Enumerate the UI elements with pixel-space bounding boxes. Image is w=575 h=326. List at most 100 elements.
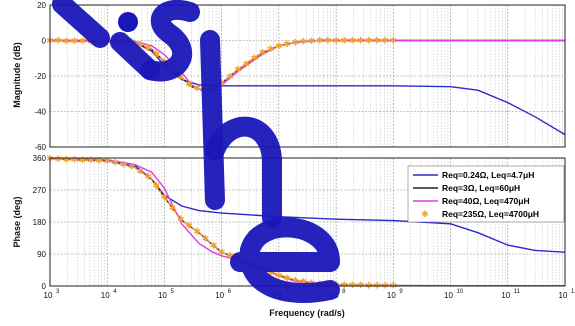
magnitude-series-4-marker: ✱ bbox=[341, 36, 349, 46]
magnitude-plot-frame bbox=[49, 4, 566, 148]
x-tick-base: 10 bbox=[387, 291, 396, 300]
magnitude-series-4-marker: ✱ bbox=[193, 83, 201, 93]
magnitude-series-4-marker: ✱ bbox=[177, 72, 185, 82]
phase-series-4-marker: ✱ bbox=[152, 181, 160, 191]
watermark-stroke-e bbox=[230, 217, 340, 303]
legend-entry-4: Req=235Ω, Leq=4700μH bbox=[442, 209, 539, 219]
magnitude-panel: ✱ ✱ ✱ ✱ ✱ ✱ ✱ ✱ ✱ ✱ ✱ ✱ ✱✱✱✱✱✱ ✱ ✱ ✱ ✱✱✱✱✱✱ ✱ ✱ ✱ ✱ ✱ ✱ ✱ ✱ ✱ ✱ ✱ ✱ ✱… bbox=[34, 1, 566, 152]
watermark-logo bbox=[52, 0, 340, 303]
x-tick-label: 10 5 bbox=[158, 289, 174, 300]
legend: Req=0.24Ω, Leq=4.7μH Req=3Ω, Leq=60μH Req=… bbox=[407, 165, 565, 223]
legend-entry-2: Req=3Ω, Leq=60μH bbox=[442, 183, 520, 193]
x-tick-base: 10 bbox=[559, 291, 568, 300]
magnitude-series-4-marker: ✱ bbox=[332, 36, 340, 46]
x-tick-label: 10 11 bbox=[501, 289, 520, 300]
phase-y-tick-label: 90 bbox=[37, 250, 46, 259]
phase-series-4-marker: ✱ bbox=[103, 156, 111, 166]
phase-series-4-marker: ✱ bbox=[365, 280, 373, 290]
magnitude-series-4-marker: ✱ bbox=[373, 36, 381, 46]
phase-series-4-marker: ✱ bbox=[185, 220, 193, 230]
phase-series-4-marker: ✱ bbox=[144, 172, 152, 182]
phase-y-axis-label: Phase (deg) bbox=[12, 196, 22, 247]
x-tick-label: 10 3 bbox=[44, 289, 60, 300]
watermark-dot bbox=[118, 12, 138, 32]
magnitude-series-4-marker: ✱ bbox=[63, 36, 71, 46]
magnitude-y-tick-label: -20 bbox=[34, 72, 46, 81]
phase-series-line-1 bbox=[50, 158, 565, 253]
phase-series-4-marker: ✱ bbox=[54, 154, 62, 164]
magnitude-series-4-marker: ✱ bbox=[234, 65, 242, 75]
x-tick-base: 10 bbox=[101, 291, 110, 300]
phase-series-4-marker: ✱ bbox=[112, 158, 120, 168]
magnitude-series-4-marker: ✱ bbox=[251, 53, 259, 63]
x-tick-exponent: 6 bbox=[228, 289, 232, 295]
x-tick-base: 10 bbox=[501, 291, 510, 300]
magnitude-series-4-marker: ✱ bbox=[144, 43, 152, 53]
magnitude-series-4-marker: ✱ bbox=[185, 79, 193, 89]
magnitude-series-4-marker: ✱ bbox=[316, 36, 324, 46]
watermark-stroke-l bbox=[52, 0, 110, 48]
phase-series-4-marker: ✱ bbox=[63, 154, 71, 164]
magnitude-series-4-marker: ✱ bbox=[79, 36, 87, 46]
phase-series-4-marker: ✱ bbox=[161, 192, 169, 202]
phase-series-4-marker: ✱ bbox=[218, 247, 226, 257]
phase-series-4-marker: ✱ bbox=[87, 155, 95, 165]
phase-series-4-marker: ✱ bbox=[357, 280, 365, 290]
phase-series-4-marker: ✱ bbox=[169, 203, 177, 213]
x-tick-label: 10 10 bbox=[444, 289, 464, 300]
x-tick-exponent: 10 bbox=[457, 289, 464, 295]
phase-series-4-marker: ✱ bbox=[71, 155, 79, 165]
x-tick-base: 10 bbox=[215, 291, 224, 300]
phase-y-tick-label: 360 bbox=[33, 154, 47, 163]
magnitude-y-tick-label: -60 bbox=[34, 143, 46, 152]
watermark-stroke-h1 bbox=[200, 30, 225, 210]
magnitude-series-4-marker: ✱ bbox=[71, 36, 79, 46]
magnitude-series-4-marker: ✱ bbox=[365, 36, 373, 46]
phase-series-4-marker: ✱ bbox=[136, 166, 144, 176]
x-tick-exponent: 9 bbox=[399, 289, 403, 295]
phase-series-4-marker: ✱ bbox=[373, 280, 381, 290]
x-tick-label: 10 4 bbox=[101, 289, 117, 300]
x-tick-label: 10 6 bbox=[215, 289, 231, 300]
phase-series-4-marker: ✱ bbox=[202, 233, 210, 243]
magnitude-series-4-marker: ✱ bbox=[136, 39, 144, 49]
magnitude-series-4-marker: ✱ bbox=[54, 36, 62, 46]
phase-series-4-marker: ✱ bbox=[95, 156, 103, 166]
phase-series-4-marker: ✱ bbox=[210, 241, 218, 251]
phase-series-4-marker: ✱ bbox=[275, 270, 283, 280]
magnitude-series-4-marker: ✱ bbox=[267, 44, 275, 54]
magnitude-series-4-marker: ✱ bbox=[259, 48, 267, 58]
x-tick-label: 10 9 bbox=[387, 289, 403, 300]
magnitude-series-4-marker: ✱ bbox=[308, 36, 316, 46]
x-tick-base: 10 bbox=[44, 291, 53, 300]
phase-series-4-marker: ✱ bbox=[283, 273, 291, 283]
phase-y-tick-label: 180 bbox=[33, 218, 47, 227]
legend-marker-4: ✱ bbox=[421, 209, 429, 219]
phase-series-line-4 bbox=[50, 158, 394, 286]
magnitude-series-4-marker: ✱ bbox=[357, 36, 365, 46]
phase-series-4-marker: ✱ bbox=[177, 214, 185, 224]
phase-series-4-marker: ✱ bbox=[349, 280, 357, 290]
phase-y-tick-label: 270 bbox=[33, 186, 47, 195]
magnitude-series-4-marker: ✱ bbox=[300, 37, 308, 47]
x-tick-base: 10 bbox=[444, 291, 453, 300]
magnitude-series-4-marker: ✱ bbox=[381, 36, 389, 46]
magnitude-y-tick-label: -40 bbox=[34, 108, 46, 117]
x-tick-base: 10 bbox=[158, 291, 167, 300]
magnitude-series-4-marker: ✱ bbox=[218, 78, 226, 88]
phase-series-4-marker: ✱ bbox=[193, 226, 201, 236]
magnitude-series-4-marker: ✱ bbox=[349, 36, 357, 46]
phase-series-4-marker: ✱ bbox=[341, 280, 349, 290]
x-tick-exponent: 11 bbox=[514, 289, 521, 295]
phase-series-4-marker: ✱ bbox=[79, 155, 87, 165]
x-tick-label: 1012 bbox=[559, 289, 575, 300]
x-tick-exponent: 5 bbox=[170, 289, 174, 295]
phase-series-4-marker: ✱ bbox=[300, 277, 308, 287]
x-tick-exponent: 4 bbox=[113, 289, 117, 295]
magnitude-series-4-marker: ✱ bbox=[283, 39, 291, 49]
phase-y-tick-label: 0 bbox=[42, 282, 47, 291]
phase-series-4-marker: ✱ bbox=[291, 275, 299, 285]
watermark-stroke-s bbox=[140, 0, 200, 82]
